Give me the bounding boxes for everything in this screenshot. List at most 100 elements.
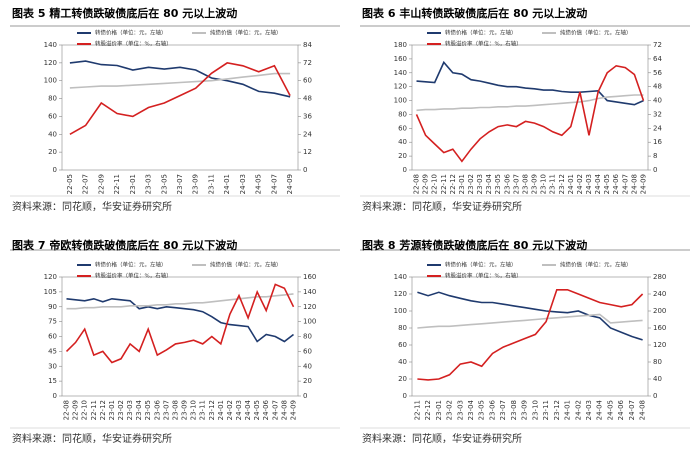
legend-label: 纯债价值（单位：元，左轴）	[210, 261, 282, 269]
x-tick-label: 23-04	[467, 399, 475, 420]
y2-tick-label: 200	[653, 307, 666, 315]
x-tick-label: 22-12	[424, 400, 432, 420]
x-tick-label: 23-01	[108, 400, 116, 420]
y-tick-label: 75	[48, 318, 57, 326]
chart-title: 图表 7 帝欧转债跌破债底后在 80 元以下波动	[12, 238, 237, 252]
x-tick-label: 24-03	[235, 400, 243, 420]
x-tick-label: 23-08	[171, 400, 179, 420]
y2-tick-label: 240	[653, 290, 666, 298]
x-tick-label: 23-03	[145, 174, 153, 194]
y-tick-label: 100	[394, 97, 407, 105]
y-tick-label: 80	[48, 95, 57, 103]
x-tick-label: 23-10	[190, 400, 198, 420]
y-tick-label: 140	[394, 69, 407, 77]
y-tick-label: 20	[48, 148, 57, 156]
x-tick-label: 23-03	[476, 174, 484, 194]
y-tick-label: 60	[398, 124, 407, 132]
x-tick-label: 23-11	[199, 400, 207, 420]
x-tick-label: 23-07	[162, 400, 170, 420]
x-tick-label: 23-05	[160, 174, 168, 194]
y-tick-label: 45	[48, 347, 57, 355]
source: 资料来源：同花顺，华安证券研究所	[362, 432, 522, 445]
y-tick-label: 0	[53, 392, 57, 400]
y2-tick-label: 56	[653, 69, 662, 77]
x-tick-label: 24-09	[289, 400, 297, 420]
x-tick-label: 23-04	[135, 399, 143, 420]
x-tick-label: 24-01	[567, 174, 575, 194]
x-tick-label: 22-10	[81, 400, 89, 420]
x-tick-label: 24-05	[255, 174, 263, 194]
x-tick-label: 22-09	[97, 174, 105, 194]
plot-frame	[411, 44, 649, 171]
y2-tick-label: 40	[653, 375, 662, 383]
legend-label: 纯债价值（单位：元，左轴）	[560, 29, 632, 37]
series-line	[66, 297, 294, 343]
chart-title: 图表 6 丰山转债跌破债底后在 80 元以上波动	[362, 6, 587, 20]
x-tick-label: 23-01	[458, 174, 466, 194]
x-tick-label: 22-05	[66, 174, 74, 194]
series-line	[415, 64, 645, 163]
y2-tick-label: 0	[653, 166, 657, 174]
series-line	[69, 72, 291, 89]
x-tick-label: 23-07	[512, 174, 520, 194]
y2-tick-label: 160	[653, 324, 666, 332]
x-tick-label: 23-09	[531, 174, 539, 194]
y-tick-label: 80	[398, 110, 407, 118]
x-tick-label: 23-06	[153, 399, 161, 420]
x-tick-label: 23-09	[181, 400, 189, 420]
y-tick-label: 20	[398, 152, 407, 160]
x-tick-label: 24-07	[270, 174, 278, 194]
x-tick-label: 22-11	[113, 174, 121, 194]
x-tick-label: 24-02	[576, 174, 584, 194]
x-tick-label: 23-09	[521, 400, 529, 420]
y-tick-label: 120	[44, 273, 57, 281]
y-tick-label: 140	[44, 41, 57, 49]
x-tick-label: 24-01	[564, 400, 572, 420]
legend-label: 转债价格（单位：元，左轴）	[95, 261, 167, 269]
series-line	[417, 291, 643, 341]
y2-tick-label: 40	[653, 97, 662, 105]
x-tick-label: 24-06	[617, 399, 625, 420]
plot-frame	[411, 276, 649, 397]
x-tick-label: 23-03	[126, 400, 134, 420]
x-tick-label: 24-07	[621, 174, 629, 194]
y2-tick-label: 24	[303, 130, 312, 138]
y2-tick-label: 140	[303, 288, 316, 296]
x-tick-label: 23-05	[478, 400, 486, 420]
x-tick-label: 24-07	[628, 400, 636, 420]
x-tick-label: 22-12	[449, 174, 457, 194]
x-tick-label: 24-02	[226, 400, 234, 420]
y2-tick-label: 100	[303, 318, 316, 326]
y2-tick-label: 8	[653, 152, 657, 160]
y-tick-label: 0	[53, 166, 57, 174]
x-tick-label: 23-05	[144, 400, 152, 420]
x-tick-label: 24-06	[262, 399, 270, 420]
y-tick-label: 100	[44, 77, 57, 85]
y-tick-label: 105	[44, 288, 57, 296]
x-tick-label: 24-05	[253, 400, 261, 420]
y2-tick-label: 120	[303, 303, 316, 311]
y2-tick-label: 48	[303, 95, 312, 103]
y2-tick-label: 48	[653, 83, 662, 91]
x-tick-label: 23-08	[521, 174, 529, 194]
y2-tick-label: 60	[303, 347, 312, 355]
chart-title: 图表 8 芳源转债跌破债底后在 80 元以下波动	[362, 238, 587, 252]
legend-label: 转债价格（单位：元，左轴）	[445, 261, 517, 269]
y2-tick-label: 80	[303, 333, 312, 341]
x-tick-label: 24-09	[286, 174, 294, 194]
x-tick-label: 22-07	[82, 174, 90, 194]
x-tick-label: 23-11	[207, 174, 215, 194]
y-tick-label: 0	[403, 166, 407, 174]
chart-title: 图表 5 精工转债跌破债底后在 80 元以上波动	[12, 6, 237, 20]
y2-tick-label: 32	[653, 110, 662, 118]
x-tick-label: 23-03	[456, 400, 464, 420]
x-tick-label: 23-06	[488, 399, 496, 420]
x-tick-label: 23-01	[435, 400, 443, 420]
x-tick-label: 23-12	[558, 174, 566, 194]
series-line	[416, 60, 644, 106]
y-tick-label: 100	[394, 307, 407, 315]
x-tick-label: 24-01	[217, 400, 225, 420]
x-tick-label: 24-08	[630, 174, 638, 194]
source: 资料来源：同花顺，华安证券研究所	[12, 200, 172, 213]
x-tick-label: 24-07	[271, 400, 279, 420]
